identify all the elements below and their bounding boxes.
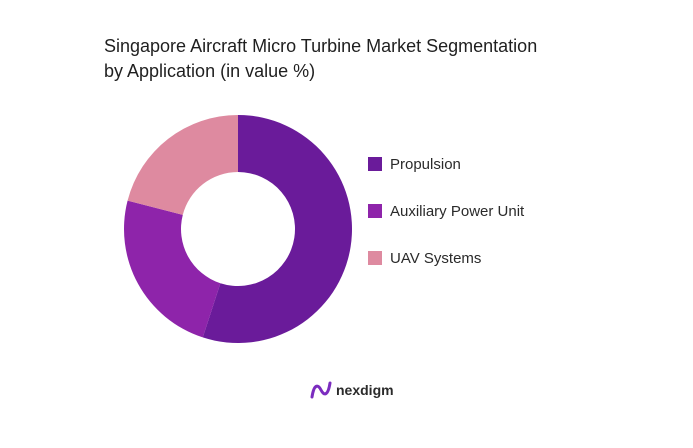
legend-label-propulsion: Propulsion bbox=[390, 155, 461, 173]
donut-slice-propulsion bbox=[202, 115, 352, 343]
legend-label-auxiliary-power-unit: Auxiliary Power Unit bbox=[390, 202, 525, 220]
donut-chart bbox=[123, 115, 352, 343]
nexdigm-logo-icon bbox=[310, 381, 332, 399]
donut-slice-uav-systems bbox=[127, 115, 238, 215]
chart-title: Singapore Aircraft Micro Turbine Market … bbox=[104, 34, 624, 84]
legend-swatch-uav-systems bbox=[368, 251, 382, 265]
legend-item-uav-systems: UAV Systems bbox=[368, 246, 524, 270]
legend-label-uav-systems: UAV Systems bbox=[390, 249, 482, 267]
brand-name: nexdigm bbox=[336, 382, 394, 398]
legend-item-auxiliary-power-unit: Auxiliary Power Unit bbox=[368, 199, 524, 223]
legend-item-propulsion: Propulsion bbox=[368, 152, 524, 176]
chart-title-line-1: Singapore Aircraft Micro Turbine Market … bbox=[104, 36, 538, 56]
chart-legend: Propulsion Auxiliary Power Unit UAV Syst… bbox=[368, 152, 524, 293]
brand-logo: nexdigm bbox=[310, 380, 394, 400]
legend-swatch-propulsion bbox=[368, 157, 382, 171]
legend-swatch-auxiliary-power-unit bbox=[368, 204, 382, 218]
donut-slice-auxiliary-power-unit bbox=[123, 200, 221, 338]
chart-title-line-2: by Application (in value %) bbox=[104, 61, 316, 81]
